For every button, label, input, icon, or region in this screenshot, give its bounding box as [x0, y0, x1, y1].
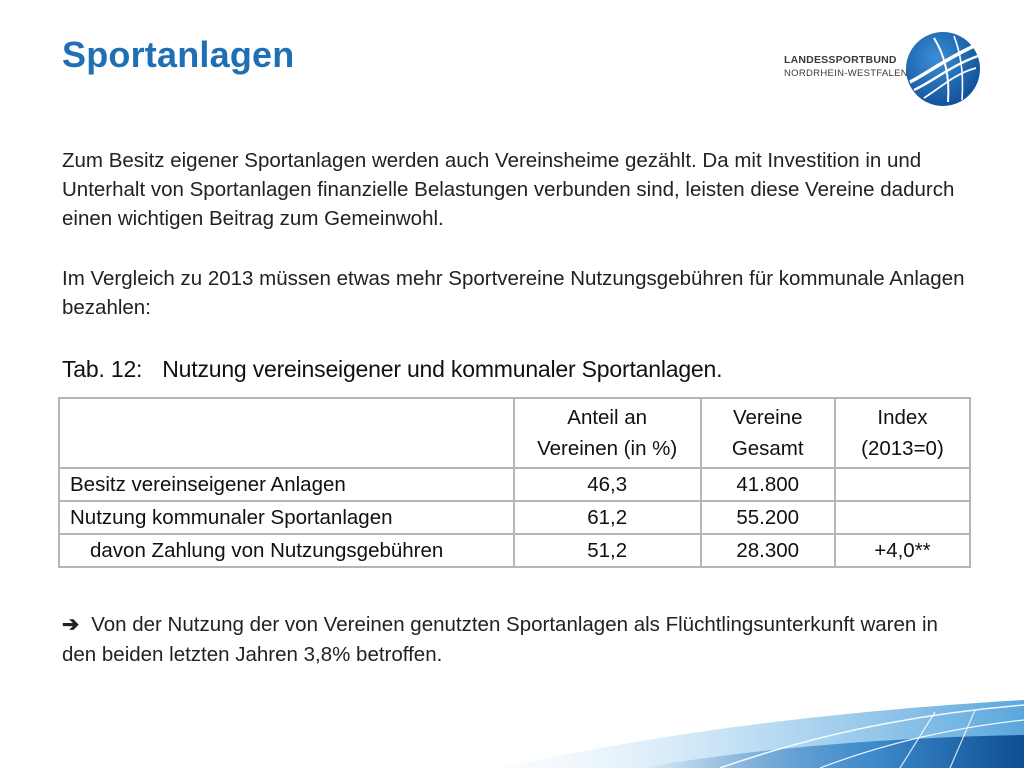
row-vereine: 55.200: [699, 500, 836, 535]
row-index: [833, 467, 972, 502]
logo-line2: NORDRHEIN-WESTFALEN: [784, 68, 908, 79]
conclusion-text: Von der Nutzung der von Vereinen genutzt…: [62, 613, 938, 666]
row-anteil: 46,3: [512, 467, 702, 502]
logo-wordmark: LANDESSPORTBUND NORDRHEIN-WESTFALEN: [784, 54, 908, 79]
table-caption-text: Nutzung vereinseigener und kommunaler Sp…: [162, 356, 723, 382]
table-row: Besitz vereinseigener Anlagen 46,3 41.80…: [58, 467, 972, 502]
header-vereine: Vereine Gesamt: [699, 397, 836, 469]
table-caption-number: Tab. 12:: [62, 356, 143, 382]
row-anteil: 61,2: [512, 500, 702, 535]
header-anteil: Anteil an Vereinen (in %): [512, 397, 702, 469]
table-caption: Tab. 12: Nutzung vereinseigener und kommu…: [62, 356, 722, 383]
row-anteil: 51,2: [512, 533, 702, 568]
row-label: Nutzung kommunaler Sportanlagen: [58, 500, 515, 535]
comparison-paragraph: Im Vergleich zu 2013 müssen etwas mehr S…: [62, 267, 965, 319]
header-index: Index (2013=0): [833, 397, 972, 469]
table-row: Nutzung kommunaler Sportanlagen 61,2 55.…: [58, 500, 972, 535]
slide-title: Sportanlagen: [62, 34, 295, 75]
logo-line1: LANDESSPORTBUND: [784, 54, 897, 66]
table-row: davon Zahlung von Nutzungsgebühren 51,2 …: [58, 533, 972, 568]
sport-emblem-icon: [906, 32, 980, 106]
row-index: [833, 500, 972, 535]
row-label: davon Zahlung von Nutzungsgebühren: [58, 533, 515, 568]
intro-paragraph: Zum Besitz eigener Sportanlagen werden a…: [62, 149, 955, 230]
landessportbund-logo: LANDESSPORTBUND NORDRHEIN-WESTFALEN: [784, 30, 984, 110]
arrow-right-icon: ➔: [62, 613, 80, 636]
sportanlagen-table: Anteil an Vereinen (in %) Vereine Gesamt…: [58, 397, 972, 568]
row-index: +4,0**: [833, 533, 972, 568]
header-label: [58, 397, 515, 469]
table-header-row: Anteil an Vereinen (in %) Vereine Gesamt…: [58, 397, 972, 469]
row-vereine: 41.800: [699, 467, 836, 502]
conclusion-paragraph: ➔ Von der Nutzung der von Vereinen genutz…: [62, 610, 962, 670]
row-label: Besitz vereinseigener Anlagen: [58, 467, 515, 502]
row-vereine: 28.300: [699, 533, 836, 568]
